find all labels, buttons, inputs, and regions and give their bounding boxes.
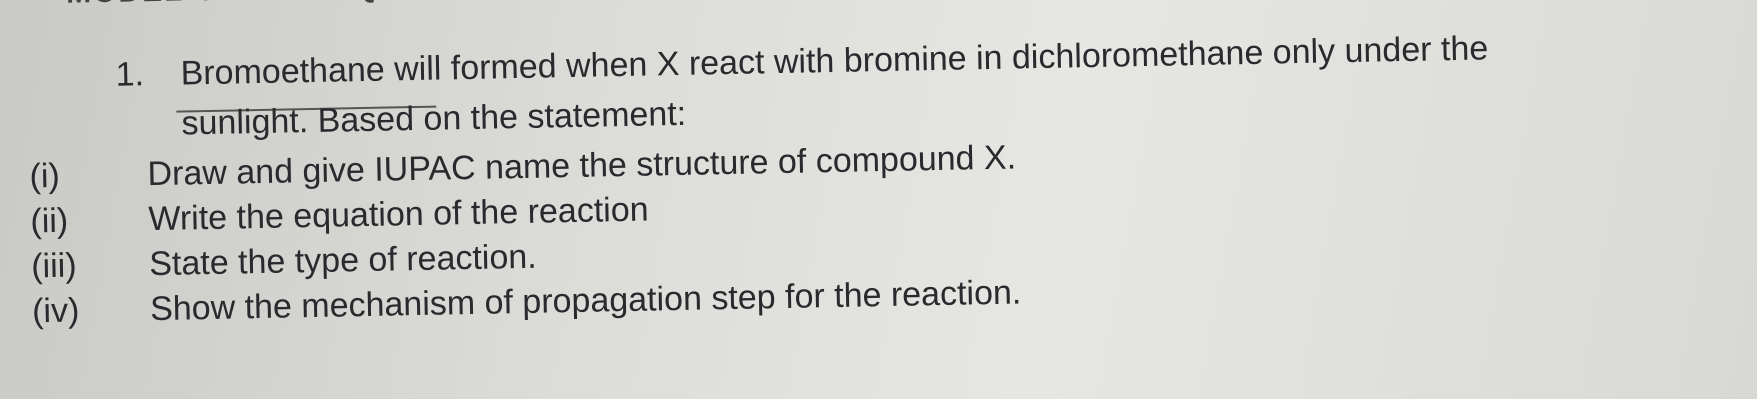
part-label: (i) [29,156,61,196]
question-number: 1. [115,55,145,94]
header-title: MODEL OF PSPM QUESTIONS [66,0,549,11]
question-line: sunlight. Based on the statement: [181,94,687,143]
part-text: Draw and give IUPAC name the structure o… [147,138,1017,194]
part-label: (iii) [30,246,77,286]
part-text: State the type of reaction. [148,237,538,284]
question-line: Bromoethane will formed when X react wit… [180,29,1489,93]
part-label: (iv) [31,291,80,331]
part-text: Write the equation of the reaction [148,190,649,239]
part-text: Show the mechanism of propagation step f… [149,273,1022,329]
part-label: (ii) [30,201,69,241]
